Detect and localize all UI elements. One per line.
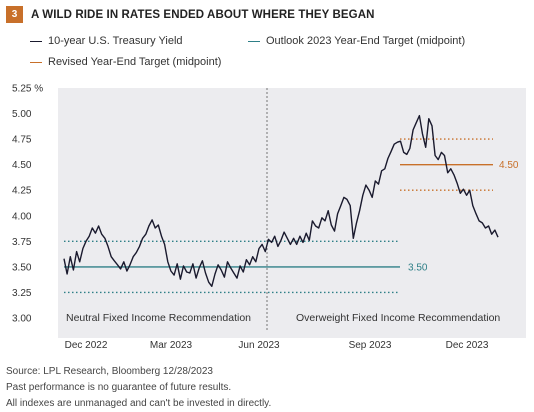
x-tick-label: Dec 2023 [446, 340, 489, 351]
y-axis: 3.00 3.25 3.50 3.75 4.00 4.25 4.50 4.75 5.00 5.25… [12, 84, 43, 325]
y-tick-label: 3.00 [12, 314, 32, 325]
x-tick-label: Jun 2023 [238, 340, 280, 351]
outlook-target-label: 3.50 [408, 262, 428, 273]
disclaimer-performance: Past performance is no guarantee of futu… [6, 382, 232, 393]
x-axis: Dec 2022 Mar 2023 Jun 2023 Sep 2023 Dec 2023 [65, 340, 489, 351]
plot-background [58, 88, 526, 338]
y-tick-label: 3.25 [12, 288, 32, 299]
legend-label-revised-target: Revised Year-End Target (midpoint) [48, 56, 222, 68]
neutral-region-label: Neutral Fixed Income Recommendation [66, 312, 251, 324]
disclaimer-indexes: All indexes are unmanaged and can't be i… [6, 398, 272, 409]
legend-label-outlook-target: Outlook 2023 Year-End Target (midpoint) [266, 35, 466, 47]
y-tick-label: 3.50 [12, 262, 32, 273]
x-tick-label: Sep 2023 [349, 340, 392, 351]
legend-item-revised-target: Revised Year-End Target (midpoint) [30, 56, 221, 68]
y-tick-label: 5.25 % [12, 84, 43, 95]
y-tick-label: 4.75 [12, 135, 32, 146]
y-tick-label: 4.00 [12, 211, 32, 222]
figure-number-badge: 3 [6, 6, 23, 23]
chart-header: 3 A WILD RIDE IN RATES ENDED ABOUT WHERE… [6, 6, 375, 23]
legend-swatch-revised-target [30, 61, 42, 63]
target-lines: 3.50 4.50 [64, 138, 519, 294]
legend-swatch-outlook-target [248, 40, 260, 42]
y-tick-label: 5.00 [12, 109, 32, 120]
legend-label-treasury-yield: 10-year U.S. Treasury Yield [48, 35, 183, 47]
source-note: Source: LPL Research, Bloomberg 12/28/20… [6, 366, 213, 377]
overweight-region-label: Overweight Fixed Income Recommendation [296, 312, 500, 324]
y-tick-label: 4.25 [12, 186, 32, 197]
legend-item-treasury-yield: 10-year U.S. Treasury Yield [30, 35, 183, 47]
treasury-yield-line [63, 114, 499, 287]
revised-target-label: 4.50 [499, 160, 519, 171]
x-tick-label: Dec 2022 [65, 340, 108, 351]
y-tick-label: 3.75 [12, 237, 32, 248]
y-tick-label: 4.50 [12, 160, 32, 171]
legend-swatch-treasury-yield [30, 40, 42, 42]
legend-item-outlook-target: Outlook 2023 Year-End Target (midpoint) [248, 35, 465, 47]
x-tick-label: Mar 2023 [150, 340, 193, 351]
chart-title: A WILD RIDE IN RATES ENDED ABOUT WHERE T… [31, 8, 375, 21]
